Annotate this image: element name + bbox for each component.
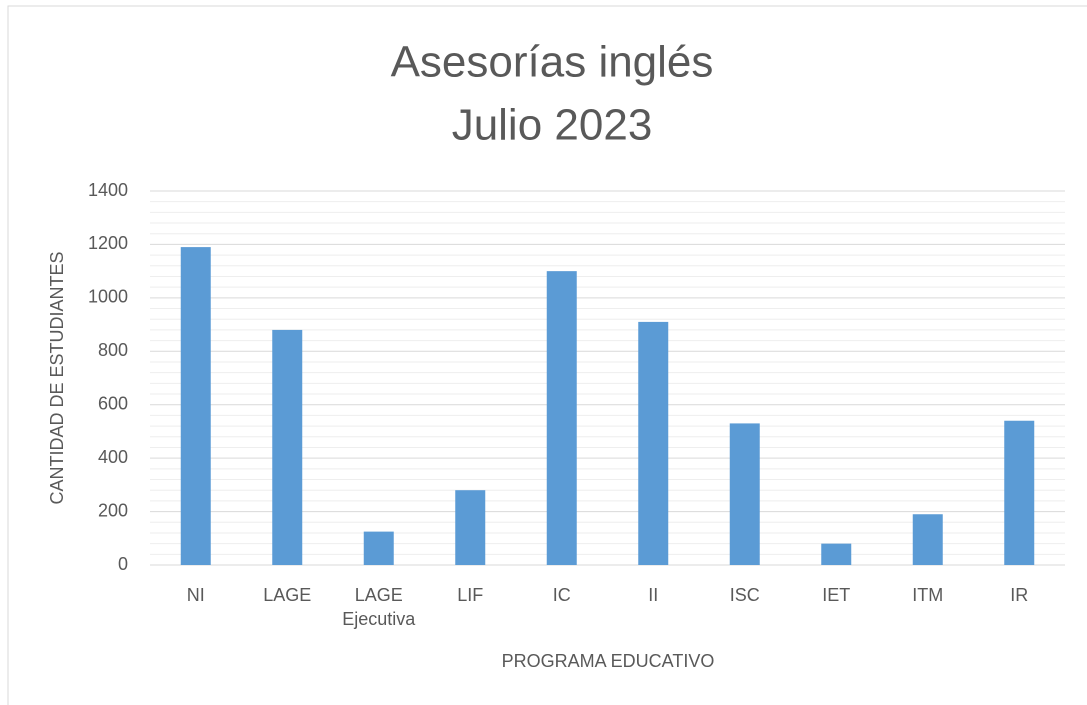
bar [729,423,760,565]
y-tick-label: 200 [98,500,128,520]
y-tick-label: 600 [98,393,128,413]
chart-title: Asesorías inglés [391,38,714,87]
bar [638,321,669,565]
x-axis-label: PROGRAMA EDUCATIVO [502,651,715,671]
x-tick-label: IET [822,585,851,605]
bar [821,543,852,565]
y-tick-label: 1200 [88,233,128,253]
x-tick-label: LAGE Ejecutiva [342,585,416,629]
y-tick-label: 1000 [88,287,128,307]
bar [912,514,943,565]
y-tick-label: 800 [98,340,128,360]
x-tick-label: ISC [729,585,760,605]
x-tick-label: IR [1010,585,1029,605]
bar [546,271,577,565]
x-tick-label: LAGE [263,585,312,605]
x-tick-label: IC [552,585,571,605]
x-tick-label: LIF [457,585,484,605]
x-tick-label: ITM [912,585,944,605]
y-tick-label: 1400 [88,180,128,200]
y-axis-label: CANTIDAD DE ESTUDIANTES [47,251,67,504]
frame [7,5,1087,705]
bar [1004,420,1035,565]
bar [180,247,211,565]
x-tick-label: II [648,585,659,605]
bar [272,329,303,565]
bar [455,490,486,565]
y-tick-label: 400 [98,447,128,467]
chart-title: Julio 2023 [452,101,653,150]
y-tick-label: 0 [118,554,128,574]
x-tick-label: NI [186,585,205,605]
bar [363,531,394,565]
